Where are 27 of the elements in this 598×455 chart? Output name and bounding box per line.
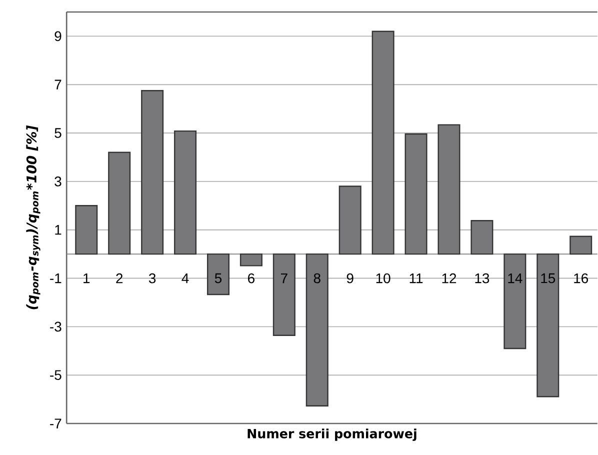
y-tick-label: -3 <box>50 322 62 332</box>
x-tick-label: 2 <box>116 273 123 283</box>
x-tick-label: 5 <box>214 273 222 283</box>
y-axis-title: (q$_{pom}$-q$_{sym}$)/q$_{pom}$*100 [%] <box>26 125 40 309</box>
y-tick-label: 1 <box>55 224 62 234</box>
x-tick-label: 4 <box>182 273 189 283</box>
x-tick-label: 14 <box>508 273 522 283</box>
x-tick-label: 6 <box>248 273 254 283</box>
x-tick-label: 1 <box>84 273 90 283</box>
x-tick-label: 11 <box>410 273 423 283</box>
x-tick-label: 16 <box>574 273 588 283</box>
x-axis-title: Numer serii pomiarowej <box>248 428 416 441</box>
x-tick-label: 9 <box>346 273 354 283</box>
y-tick-label: -1 <box>50 273 62 283</box>
x-tick-label: 15 <box>541 273 556 283</box>
x-tick-label: 8 <box>314 273 320 283</box>
y-tick-label: 5 <box>54 128 62 138</box>
y-tick-label: 9 <box>54 31 62 41</box>
x-tick-label: 10 <box>376 273 390 283</box>
x-tick-label: 3 <box>148 273 156 283</box>
y-tick-label: 7 <box>54 80 62 90</box>
x-tick-label: 12 <box>442 273 456 283</box>
y-tick-label: -7 <box>50 418 62 428</box>
y-tick-label: -5 <box>50 370 62 380</box>
x-tick-label: 13 <box>475 273 490 283</box>
y-tick-label: 3 <box>54 176 62 186</box>
x-tick-label: 7 <box>280 273 288 283</box>
